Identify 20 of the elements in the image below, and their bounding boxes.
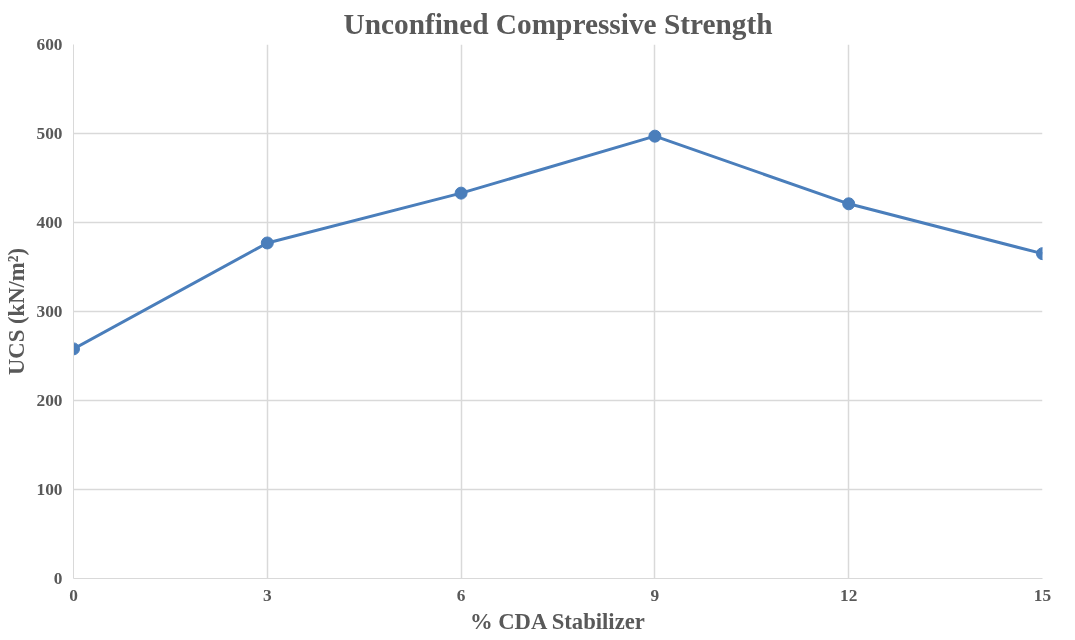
x-tick-label: 15 (1033, 585, 1052, 605)
x-tick-label: 3 (262, 585, 272, 605)
point (454, 186, 468, 200)
y-tick-label: 500 (36, 124, 63, 143)
y-tick-label: 200 (36, 391, 63, 410)
chart-title: Unconfined Compressive Strength (343, 7, 773, 40)
y-tick-label: 600 (36, 35, 63, 54)
x-tick-label: 12 (840, 585, 858, 605)
x-tick-label: 9 (650, 585, 660, 605)
y-tick-label: 400 (36, 213, 63, 232)
y-tick-label: 100 (36, 480, 63, 499)
x-tick-label: 0 (69, 585, 78, 605)
y-axis-title: UCS (kN/m²) (3, 248, 29, 375)
point (842, 197, 856, 211)
x-tick-label: 6 (456, 585, 466, 605)
y-tick-label: 300 (36, 302, 63, 321)
x-axis-title: % CDA Stabilizer (469, 608, 645, 634)
point (260, 236, 274, 250)
y-tick-label: 0 (53, 569, 63, 588)
point (648, 129, 662, 143)
